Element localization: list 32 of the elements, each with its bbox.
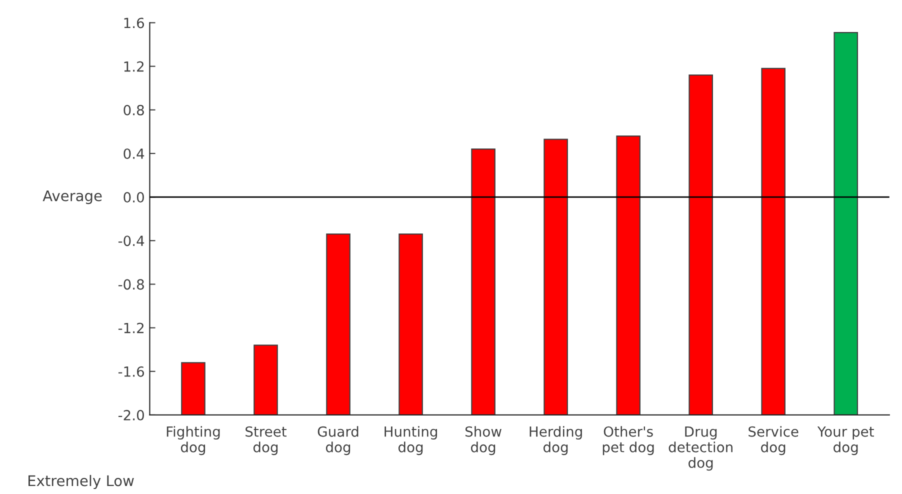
y-tick-label: -2.0 [118, 410, 144, 420]
bar [544, 138, 568, 415]
bar [834, 32, 858, 415]
bar [616, 135, 640, 415]
bar [181, 362, 206, 415]
x-tick-label: Hunting dog [384, 426, 438, 456]
y-tick-label: 0.8 [124, 104, 144, 116]
y-tick-label: -0.4 [118, 236, 144, 246]
x-tick-label: Show dog [465, 426, 502, 456]
x-tick-label: Drug detection dog [668, 426, 732, 471]
y-tick-label: 1.6 [124, 18, 144, 28]
x-tick-label: Fighting dog [166, 426, 220, 456]
y-tick-label: 0.0 [124, 192, 144, 203]
bar [471, 148, 496, 415]
x-tick-label: Herding dog [530, 426, 582, 456]
x-tick-label: Other's pet dog [602, 426, 654, 456]
y-tick-label: 1.2 [124, 61, 144, 72]
bar [761, 68, 786, 415]
x-tick-label: Street dog [246, 426, 287, 456]
bar [398, 234, 423, 415]
y-tick-label: 0.4 [124, 148, 144, 159]
bar [688, 74, 713, 415]
x-tick-label: Your pet dog [817, 426, 874, 456]
x-tick-label: Service dog [748, 426, 798, 456]
text: Extremely Low [28, 474, 134, 490]
y-tick-label: -1.6 [118, 366, 144, 377]
text: Average [42, 190, 102, 204]
x-tick-label: Guard dog [318, 426, 358, 456]
bar [326, 234, 350, 415]
y-tick-label: -1.2 [118, 322, 144, 334]
y-tick-label: -0.8 [118, 279, 144, 290]
bar [254, 344, 278, 415]
